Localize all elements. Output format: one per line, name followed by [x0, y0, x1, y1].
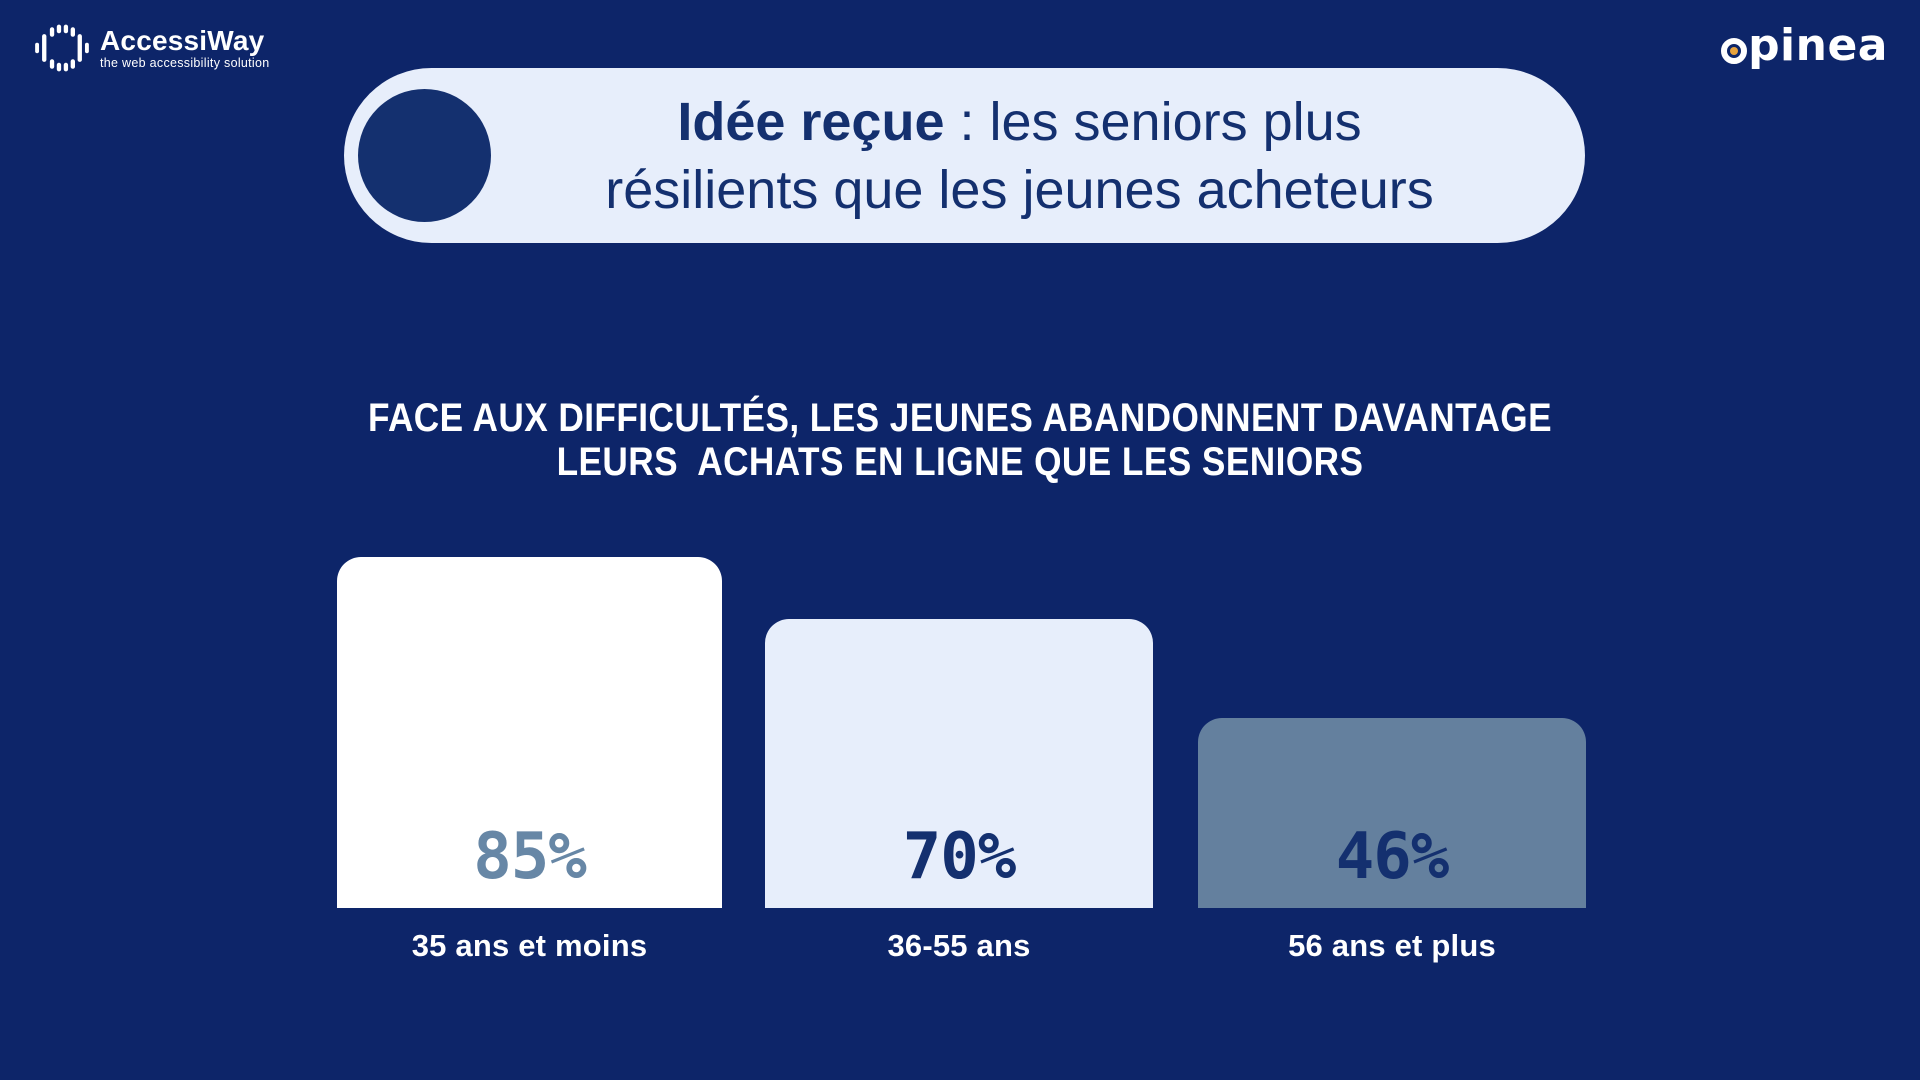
category-label-56-ans-et-plus: 56 ans et plus: [1288, 928, 1496, 963]
accessiway-name: AccessiWay: [100, 25, 265, 56]
accessiway-text-block: AccessiWay the web accessibility solutio…: [100, 25, 270, 71]
value-label-36-55-ans: 70%: [902, 820, 1017, 894]
opinea-logo: pinea: [1721, 20, 1888, 71]
category-label-35-ans-et-moins: 35 ans et moins: [411, 928, 648, 963]
chart-title-line2: LEURS ACHATS EN LIGNE QUE LES SENIORS: [556, 440, 1364, 484]
bar-56-ans-et-plus: 46%: [1198, 718, 1586, 908]
page-title-line2: résilients que les jeunes acheteurs: [605, 159, 1434, 220]
value-label-56-ans-et-plus: 46%: [1335, 820, 1450, 894]
chart-title-line1: FACE AUX DIFFICULTÉS, LES JEUNES ABANDON…: [367, 396, 1553, 440]
chart-title: FACE AUX DIFFICULTÉS, LES JEUNES ABANDON…: [115, 396, 1805, 484]
accessiway-tagline: the web accessibility solution: [100, 56, 270, 70]
opinea-orange-dot-icon: [1730, 47, 1739, 55]
page-title-line1: Idée reçue : les seniors plus: [484, 88, 1555, 156]
page-title: Idée reçue : les seniors plus résilients…: [484, 68, 1555, 243]
opinea-o-icon: [1721, 38, 1748, 64]
opinea-wordmark: pinea: [1748, 20, 1888, 71]
title-circle-icon: [358, 89, 491, 222]
bar-35-ans-et-moins: 85%: [337, 557, 722, 908]
title-banner: Idée reçue : les seniors plus résilients…: [344, 68, 1585, 243]
page-title-bold: Idée reçue: [677, 91, 945, 152]
bar-36-55-ans: 70%: [765, 619, 1153, 908]
page-title-rest: : les seniors plus: [944, 91, 1362, 152]
category-label-36-55-ans: 36-55 ans: [887, 928, 1031, 963]
accessiway-icon: [35, 24, 89, 72]
accessiway-logo: AccessiWay the web accessibility solutio…: [34, 22, 270, 74]
value-label-35-ans-et-moins: 85%: [473, 820, 587, 894]
